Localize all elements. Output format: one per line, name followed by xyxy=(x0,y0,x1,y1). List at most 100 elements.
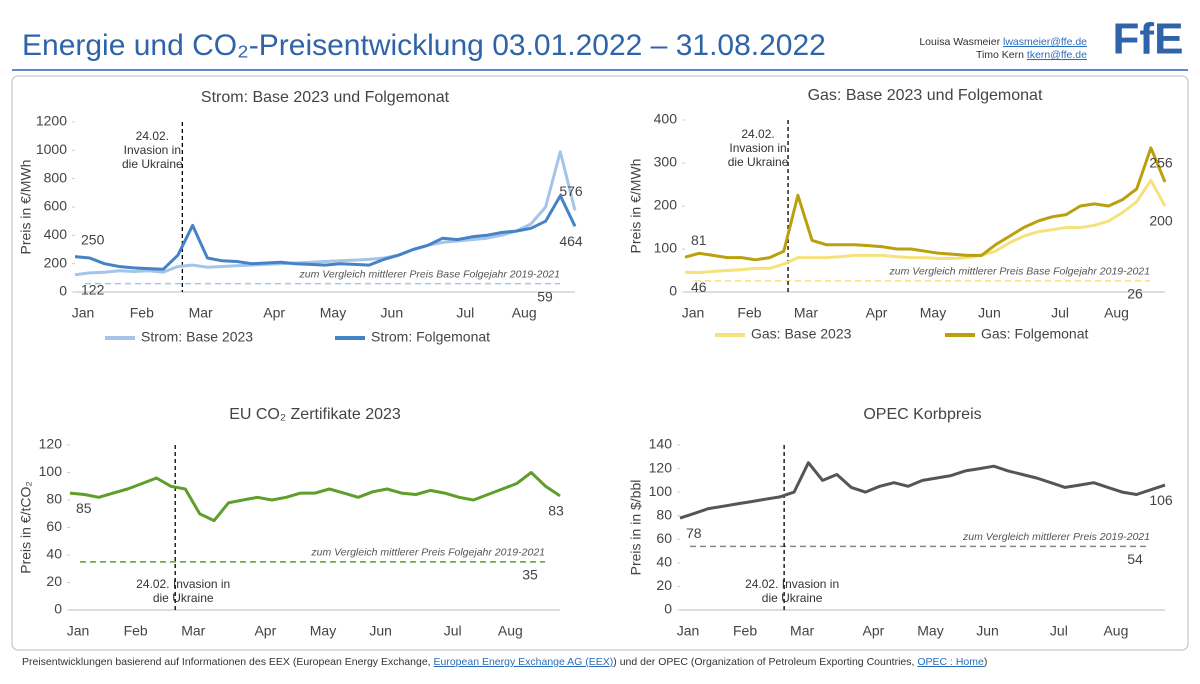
x-tick-label: Jun xyxy=(369,623,392,639)
y-tick-label: 80 xyxy=(46,491,62,507)
y-axis-label: Preis in in $/bbl xyxy=(628,480,644,576)
y-tick-label: 400 xyxy=(44,226,68,242)
chart-title: Strom: Base 2023 und Folgemonat xyxy=(201,89,450,106)
x-tick-label: Aug xyxy=(498,623,523,639)
y-tick-label: 300 xyxy=(654,154,678,170)
y-tick-label: 80 xyxy=(656,506,672,522)
y-tick-label: 120 xyxy=(39,436,63,452)
reference-label: zum Vergleich mittlerer Preis Folgejahr … xyxy=(310,547,545,559)
footer-link[interactable]: OPEC : Home xyxy=(917,656,984,668)
y-tick-label: 100 xyxy=(649,483,673,499)
x-tick-label: Aug xyxy=(1104,305,1129,321)
reference-value: 26 xyxy=(1127,286,1143,302)
y-axis-label: Preis in €/tCO₂ xyxy=(18,481,34,574)
reference-label: zum Vergleich mittlerer Preis Base Folge… xyxy=(299,268,561,280)
y-tick-label: 600 xyxy=(44,198,68,214)
reference-value: 54 xyxy=(1127,551,1143,567)
event-label: die Ukraine xyxy=(762,591,823,605)
x-tick-label: Jul xyxy=(1050,623,1068,639)
y-tick-label: 20 xyxy=(46,573,62,589)
event-label: 24.02. xyxy=(136,129,169,143)
y-tick-label: 100 xyxy=(654,240,678,256)
footer-link[interactable]: European Energy Exchange AG (EEX) xyxy=(433,656,614,668)
legend-label: Gas: Base 2023 xyxy=(751,326,852,342)
y-tick-label: 140 xyxy=(649,436,673,452)
x-tick-label: May xyxy=(310,623,336,639)
legend-label: Strom: Base 2023 xyxy=(141,329,253,345)
x-tick-label: Jun xyxy=(978,305,1001,321)
chart-title: Gas: Base 2023 und Folgemonat xyxy=(808,87,1043,104)
start-label: 122 xyxy=(81,281,105,297)
author-email[interactable]: lwasmeier@ffe.de xyxy=(1003,36,1087,48)
series-line xyxy=(684,146,1167,262)
y-tick-label: 40 xyxy=(656,554,672,570)
y-tick-label: 60 xyxy=(46,518,62,534)
x-tick-label: Feb xyxy=(733,623,757,639)
series-line xyxy=(679,461,1166,520)
reference-label: zum Vergleich mittlerer Preis Base Folge… xyxy=(889,266,1151,278)
event-label: Invasion in xyxy=(729,141,786,155)
author-email[interactable]: tkern@ffe.de xyxy=(1027,49,1087,61)
y-tick-label: 400 xyxy=(654,111,678,127)
x-tick-label: Aug xyxy=(512,305,537,321)
event-label: die Ukraine xyxy=(728,155,789,169)
footer-text: ) und der OPEC (Organization of Petroleu… xyxy=(613,656,918,668)
event-label: Invasion in xyxy=(124,143,181,157)
x-tick-label: Jan xyxy=(72,305,95,321)
y-tick-label: 0 xyxy=(54,601,62,617)
event-label: die Ukraine xyxy=(153,591,214,605)
end-label: 106 xyxy=(1149,492,1173,508)
y-tick-label: 800 xyxy=(44,169,68,185)
y-tick-label: 0 xyxy=(59,283,67,299)
y-tick-label: 40 xyxy=(46,546,62,562)
x-tick-label: Mar xyxy=(181,623,205,639)
y-tick-label: 100 xyxy=(39,463,63,479)
x-tick-label: Jan xyxy=(677,623,700,639)
x-tick-label: Apr xyxy=(254,623,276,639)
x-tick-label: Apr xyxy=(863,623,885,639)
x-tick-label: Jun xyxy=(976,623,999,639)
series-line xyxy=(684,178,1167,275)
x-tick-label: Mar xyxy=(189,305,213,321)
y-tick-label: 1200 xyxy=(36,113,67,129)
y-tick-label: 1000 xyxy=(36,141,67,157)
end-label: 256 xyxy=(1149,155,1173,171)
x-tick-label: Jul xyxy=(456,305,474,321)
start-label: 81 xyxy=(691,232,707,248)
x-tick-label: Aug xyxy=(1103,623,1128,639)
start-label: 46 xyxy=(691,279,707,295)
x-tick-label: Apr xyxy=(866,305,888,321)
start-label: 250 xyxy=(81,231,105,247)
x-tick-label: May xyxy=(917,623,943,639)
author-name: Timo Kern xyxy=(976,49,1024,61)
end-label: 464 xyxy=(559,233,583,249)
x-tick-label: Feb xyxy=(124,623,148,639)
x-tick-label: Feb xyxy=(130,305,154,321)
footer: Preisentwicklungen basierend auf Informa… xyxy=(22,656,987,668)
y-tick-label: 120 xyxy=(649,459,673,475)
event-label: 24.02. Invasion in xyxy=(136,577,230,591)
y-tick-label: 60 xyxy=(656,530,672,546)
reference-value: 35 xyxy=(522,567,538,583)
event-label: 24.02. xyxy=(741,127,774,141)
x-tick-label: Mar xyxy=(794,305,818,321)
y-tick-label: 200 xyxy=(654,197,678,213)
reference-value: 59 xyxy=(537,288,553,304)
y-axis-label: Preis in €/MWh xyxy=(18,160,34,255)
chart-title: EU CO₂ Zertifikate 2023 xyxy=(229,406,401,423)
chart-title: OPEC Korbpreis xyxy=(863,406,981,423)
x-tick-label: Jul xyxy=(1051,305,1069,321)
author-name: Louisa Wasmeier xyxy=(919,36,1000,48)
legend-label: Gas: Folgemonat xyxy=(981,326,1088,342)
y-tick-label: 0 xyxy=(669,283,677,299)
x-tick-label: Jan xyxy=(67,623,90,639)
footer-text: ) xyxy=(983,656,988,668)
reference-label: zum Vergleich mittlerer Preis 2019-2021 xyxy=(962,531,1150,543)
y-axis-label: Preis in €/MWh xyxy=(628,159,644,254)
event-label: die Ukraine xyxy=(122,157,183,171)
panel-frame xyxy=(11,75,1189,651)
y-tick-label: 20 xyxy=(656,577,672,593)
x-tick-label: Jun xyxy=(381,305,404,321)
y-tick-label: 0 xyxy=(664,601,672,617)
